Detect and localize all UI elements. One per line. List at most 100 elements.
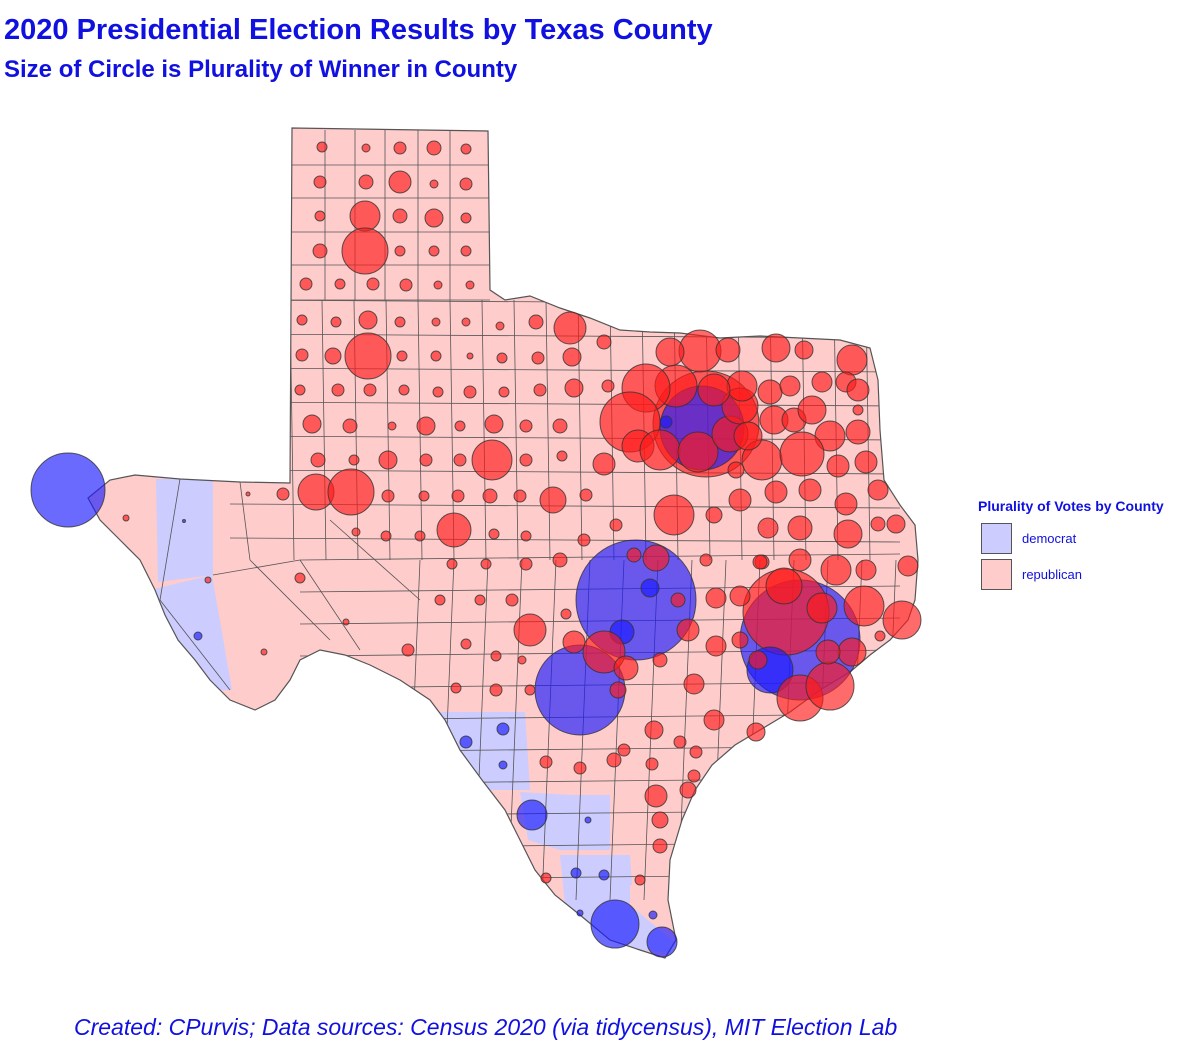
republican-plurality-circle [520, 530, 532, 542]
republican-plurality-circle [488, 528, 500, 540]
republican-plurality-circle [524, 684, 536, 696]
republican-plurality-circle [797, 395, 827, 425]
republican-plurality-circle [505, 593, 519, 607]
republican-plurality-circle [811, 371, 833, 393]
republican-plurality-circle [381, 489, 395, 503]
republican-plurality-circle [613, 655, 639, 681]
republican-plurality-circle [380, 530, 392, 542]
republican-plurality-circle [874, 630, 886, 642]
republican-plurality-circle [652, 838, 668, 854]
republican-plurality-circle [729, 585, 751, 607]
legend-swatch-republican [981, 558, 1012, 590]
democrat-plurality-circle [590, 899, 640, 949]
republican-plurality-circle [726, 370, 758, 402]
republican-plurality-circle [552, 552, 568, 568]
republican-plurality-circle [609, 518, 623, 532]
republican-plurality-circle [313, 175, 327, 189]
democrat-county-region [150, 575, 232, 690]
republican-plurality-circle [460, 245, 472, 257]
republican-plurality-circle [295, 348, 309, 362]
republican-plurality-circle [886, 514, 906, 534]
republican-plurality-circle [302, 414, 322, 434]
republican-plurality-circle [556, 450, 568, 462]
republican-plurality-circle [489, 683, 503, 697]
republican-plurality-circle [626, 547, 642, 563]
republican-plurality-circle [513, 613, 547, 647]
democrat-plurality-circle [576, 909, 584, 917]
republican-plurality-circle [733, 421, 763, 451]
republican-plurality-circle [399, 278, 413, 292]
republican-plurality-circle [414, 530, 426, 542]
democrat-plurality-circle [640, 578, 660, 598]
republican-plurality-circle [424, 208, 444, 228]
republican-plurality-circle [533, 383, 547, 397]
democrat-plurality-circle [182, 519, 186, 523]
republican-plurality-circle [644, 784, 668, 808]
republican-plurality-circle [348, 454, 360, 466]
republican-plurality-circle [461, 317, 471, 327]
republican-plurality-circle [651, 811, 669, 829]
republican-plurality-circle [361, 143, 371, 153]
republican-plurality-circle [845, 419, 871, 445]
republican-plurality-circle [705, 506, 723, 524]
republican-plurality-circle [746, 722, 766, 742]
county-border [541, 559, 557, 901]
republican-plurality-circle [531, 351, 545, 365]
republican-plurality-circle [562, 630, 586, 654]
republican-plurality-circle [539, 486, 567, 514]
republican-plurality-circle [344, 332, 392, 380]
republican-plurality-circle [757, 379, 783, 405]
democrat-plurality-circle [30, 452, 106, 528]
republican-plurality-circle [453, 453, 467, 467]
republican-plurality-circle [687, 769, 701, 783]
republican-plurality-circle [757, 517, 779, 539]
republican-plurality-circle [689, 745, 703, 759]
republican-plurality-circle [794, 340, 814, 360]
republican-plurality-circle [482, 488, 498, 504]
republican-plurality-circle [705, 587, 727, 609]
republican-plurality-circle [677, 431, 719, 473]
republican-plurality-circle [852, 404, 864, 416]
democrat-plurality-circle [459, 735, 473, 749]
republican-plurality-circle [779, 375, 801, 397]
republican-plurality-circle [837, 637, 867, 667]
democrat-plurality-circle [193, 631, 203, 641]
republican-plurality-circle [728, 488, 752, 512]
democrat-plurality-circle [646, 926, 678, 958]
republican-plurality-circle [678, 329, 722, 373]
republican-plurality-circle [609, 681, 627, 699]
republican-plurality-circle [673, 735, 687, 749]
democrat-plurality-circle [570, 867, 582, 879]
county-border [249, 559, 331, 641]
republican-plurality-circle [459, 177, 473, 191]
republican-plurality-circle [460, 638, 472, 650]
republican-plurality-circle [341, 227, 389, 275]
republican-plurality-circle [327, 468, 375, 516]
democrat-county-region [595, 855, 632, 885]
republican-plurality-circle [401, 643, 415, 657]
republican-plurality-circle [342, 418, 358, 434]
democrat-plurality-circle [648, 910, 658, 920]
democrat-plurality-circle [575, 539, 697, 661]
republican-plurality-circle [428, 245, 440, 257]
democrat-plurality-circle [584, 816, 592, 824]
chart-title: 2020 Presidential Election Results by Te… [4, 14, 713, 46]
county-border [321, 299, 327, 561]
republican-plurality-circle [715, 337, 741, 363]
county-border [229, 401, 901, 407]
republican-plurality-circle [436, 512, 472, 548]
republican-plurality-circle [798, 478, 822, 502]
republican-plurality-circle [378, 450, 398, 470]
republican-plurality-circle [426, 140, 442, 156]
republican-plurality-circle [366, 277, 380, 291]
county-border [513, 299, 519, 561]
county-border [481, 299, 487, 561]
republican-plurality-circle [358, 174, 374, 190]
republican-plurality-circle [644, 720, 664, 740]
republican-plurality-circle [834, 492, 858, 516]
republican-plurality-circle [349, 200, 381, 232]
democrat-county-region [156, 479, 213, 582]
republican-plurality-circle [731, 631, 749, 649]
republican-plurality-circle [634, 874, 646, 886]
